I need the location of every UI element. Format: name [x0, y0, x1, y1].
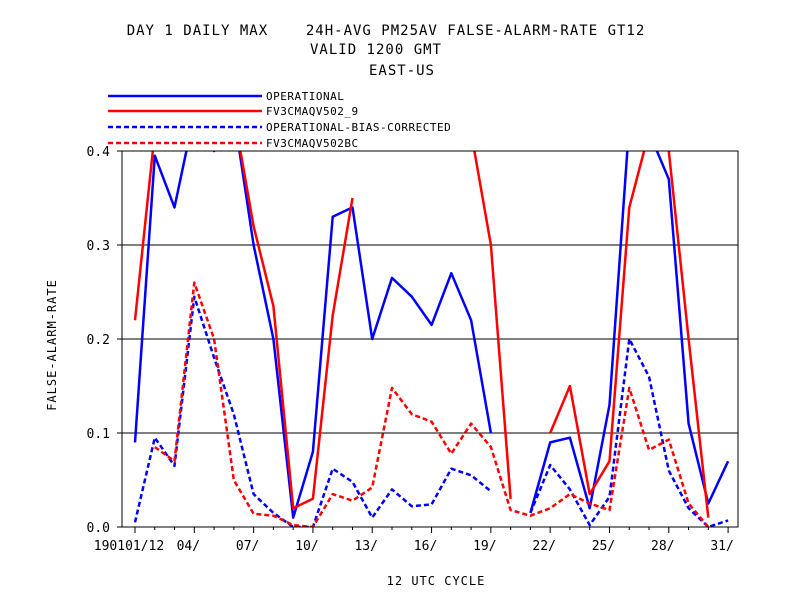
x-tick-label: 25/ [592, 539, 615, 554]
y-axis-ticks: 0.0 0.1 0.2 0.3 0.4 [87, 145, 122, 536]
chart-title: DAY 1 DAILY MAX 24H-AVG PM25AV FALSE-ALA… [127, 23, 646, 39]
x-tick-label: 10/ [295, 539, 318, 554]
x-tick-label: 07/ [236, 539, 259, 554]
x-tick-label: 28/ [651, 539, 674, 554]
x-tick-label: 19/ [473, 539, 496, 554]
x-tick-label: 31/ [710, 539, 733, 554]
x-tick-label: 13/ [354, 539, 377, 554]
y-tick-label: 0.4 [87, 145, 111, 160]
series-layer [135, 113, 728, 527]
y-tick-label: 0.2 [87, 333, 110, 348]
chart: DAY 1 DAILY MAX 24H-AVG PM25AV FALSE-ALA… [0, 0, 792, 612]
y-tick-label: 0.0 [87, 521, 110, 536]
y-tick-label: 0.3 [87, 239, 110, 254]
series-line-fv3cmaqv502-9 [135, 113, 708, 517]
x-axis-ticks: 190101/12 04/07/10/13/16/19/22/25/28/31/ [94, 527, 734, 554]
chart-subtitle: VALID 1200 GMT [310, 42, 442, 58]
y-axis-label: FALSE-ALARM-RATE [45, 279, 59, 411]
grid [122, 151, 738, 433]
x-tick-label: 16/ [414, 539, 437, 554]
chart-region: EAST-US [369, 63, 435, 79]
legend: OPERATIONAL FV3CMAQV502_9 OPERATIONAL-BIAS… [108, 90, 451, 150]
legend-label-operational: OPERATIONAL [266, 90, 344, 103]
x-tick-label: 190101/12 [94, 539, 164, 554]
x-axis-label: 12 UTC CYCLE [387, 574, 486, 588]
series-line-fv3cmaqv502bc [155, 283, 709, 527]
y-tick-label: 0.1 [87, 427, 110, 442]
legend-label-operational-bias-corrected: OPERATIONAL-BIAS-CORRECTED [266, 121, 451, 134]
x-tick-label: 22/ [532, 539, 555, 554]
x-tick-label: 04/ [177, 539, 200, 554]
legend-label-fv3cmaqv502bc: FV3CMAQV502BC [266, 137, 359, 150]
legend-label-fv3cmaqv502-9: FV3CMAQV502_9 [266, 105, 359, 118]
